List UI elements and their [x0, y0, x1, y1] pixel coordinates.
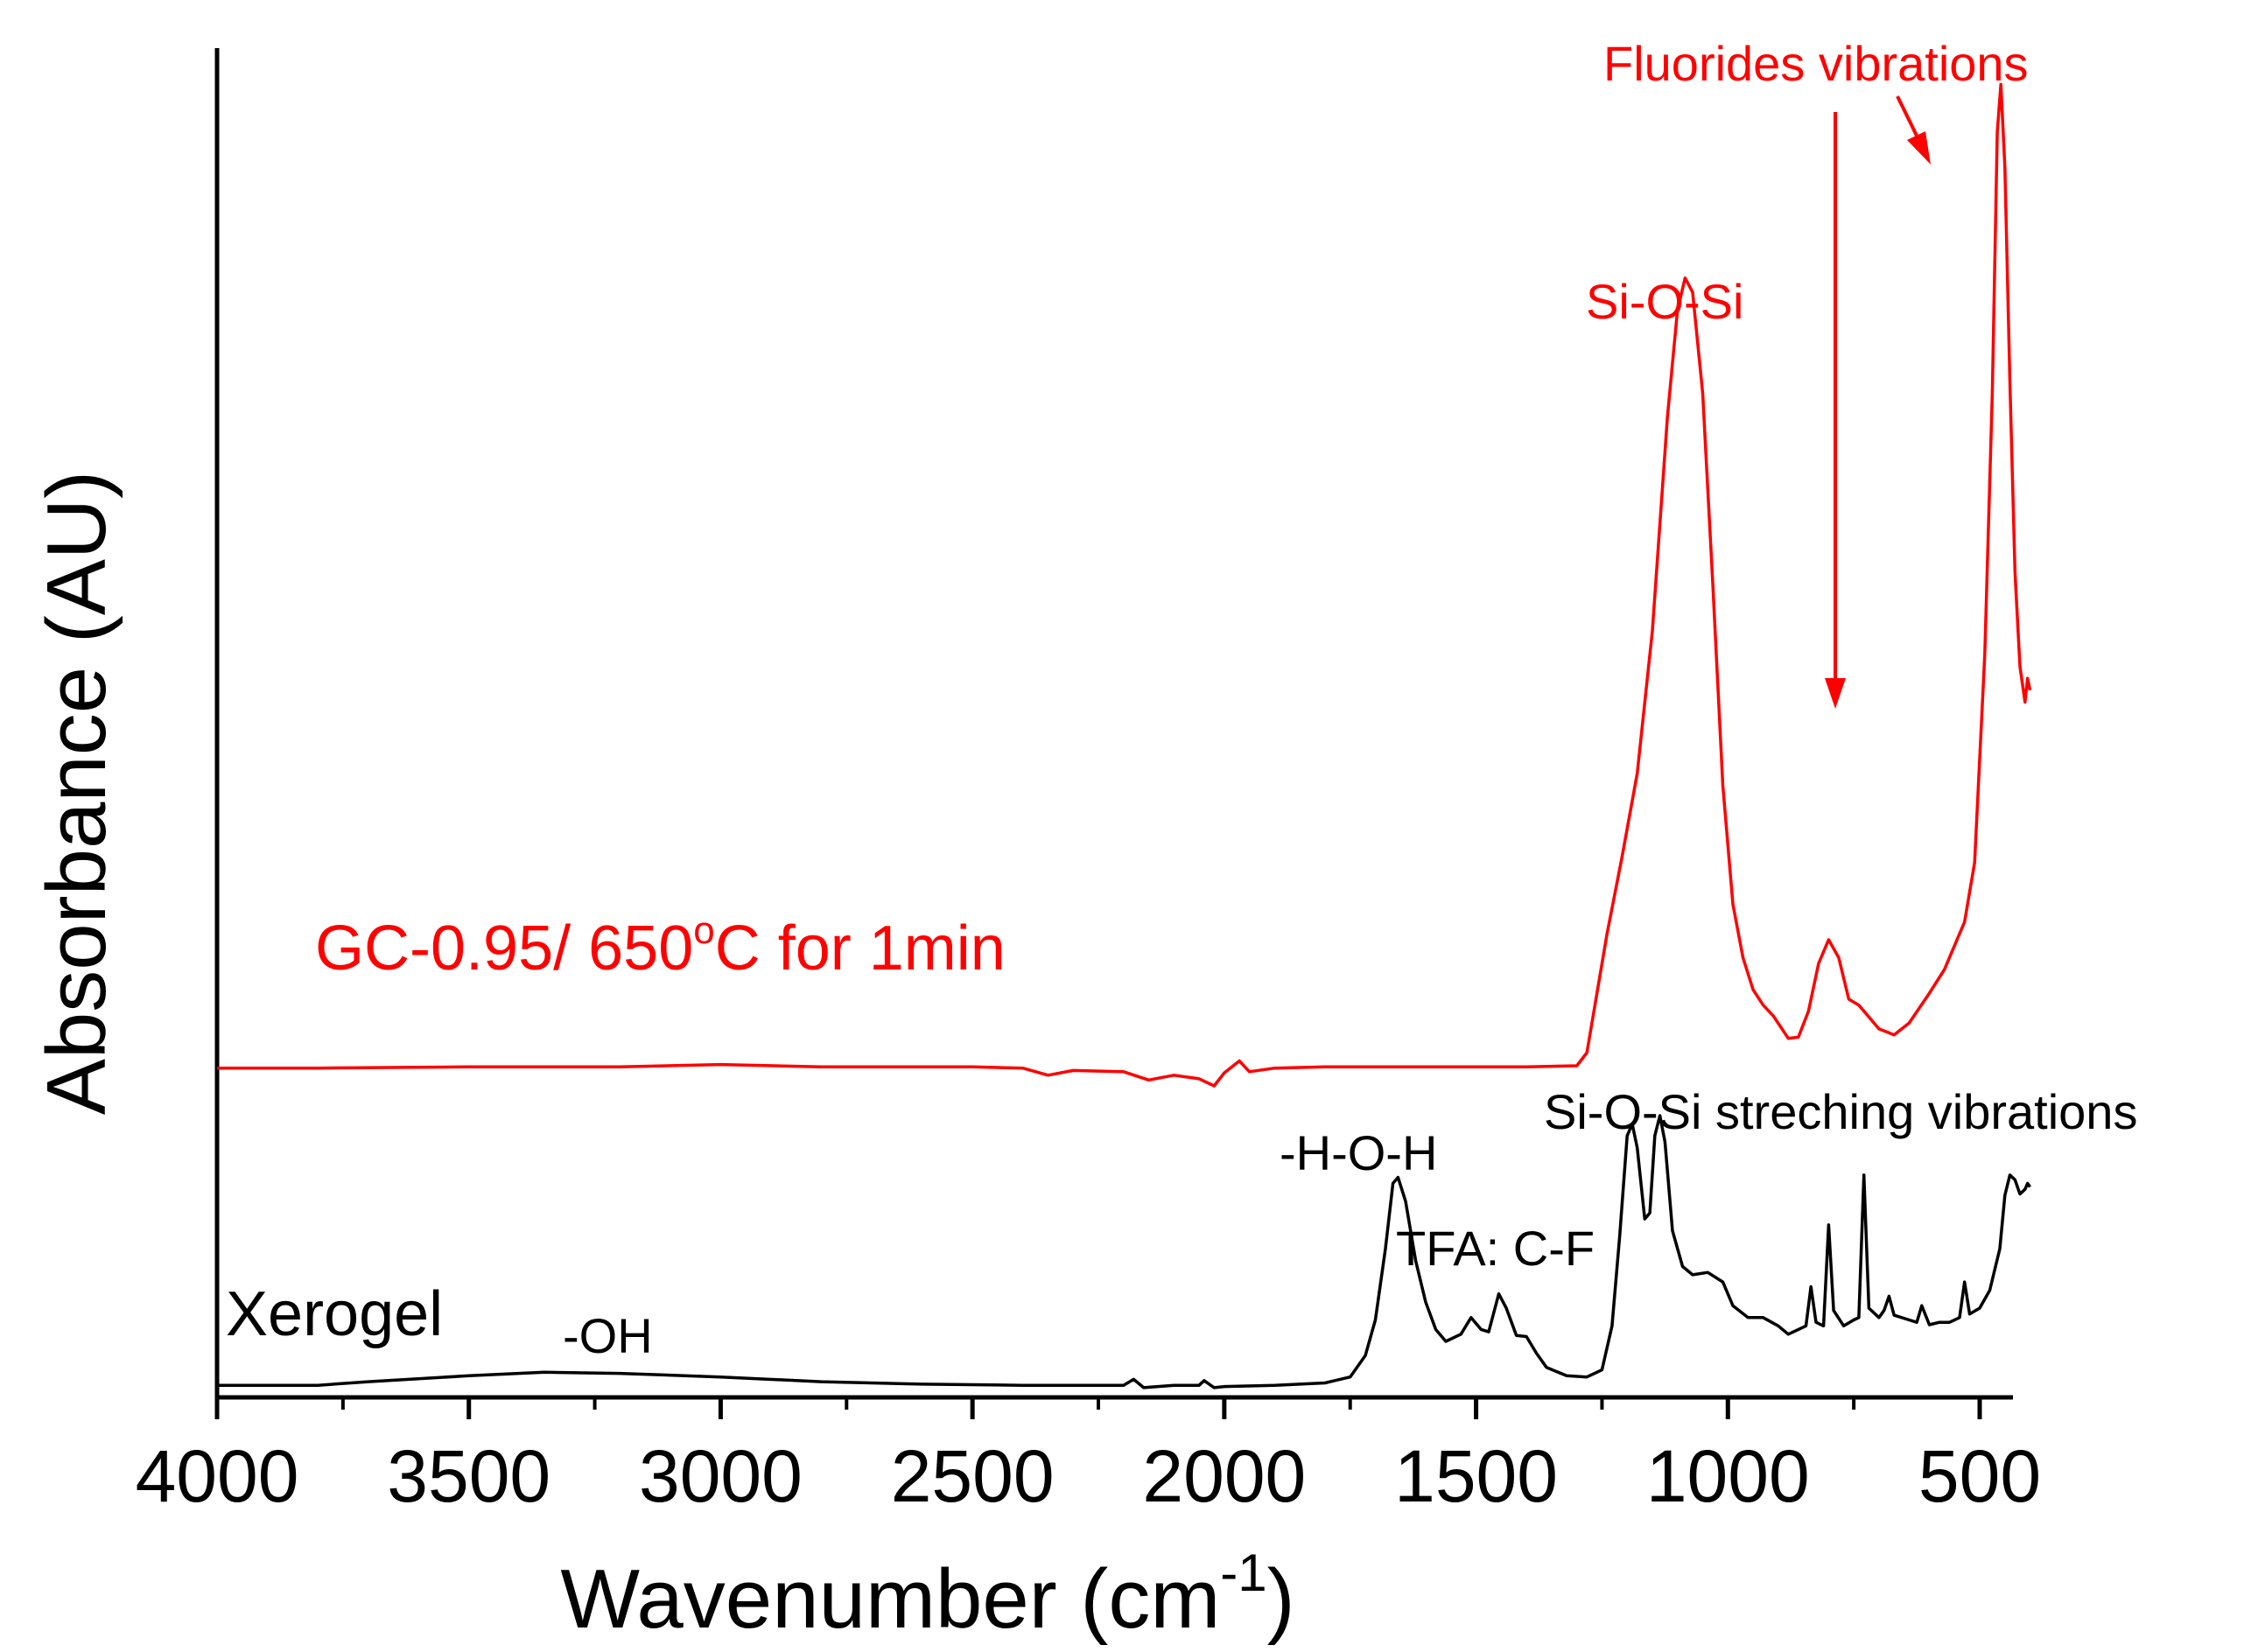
plot-area: 4000 3500 3000 2500 2000 1500 1000 500	[136, 48, 2042, 1517]
legend-gc-superscript: o	[693, 909, 714, 952]
x-tick-label: 4000	[136, 1435, 299, 1517]
x-axis-title-end: )	[1267, 1552, 1295, 1646]
annotation-oh: -OH	[563, 1308, 653, 1363]
x-axis-tick-labels: 4000 3500 3000 2500 2000 1500 1000 500	[136, 1435, 2042, 1517]
x-axis-ticks	[214, 1397, 1982, 1419]
annotation-hoh: -H-O-H	[1280, 1125, 1437, 1180]
annotation-tfa: TFA: C-F	[1396, 1221, 1595, 1276]
legend-gc-series: GC-0.95/ 650oC for 1min	[315, 909, 1006, 984]
annotation-si-o-si-stretching: Si-O-Si streching vibrations	[1544, 1084, 2137, 1139]
annotation-fluorides: Fluorides vibrations	[1603, 36, 2029, 91]
x-tick-label: 2500	[891, 1435, 1055, 1517]
legend-xerogel-series: Xerogel	[226, 1279, 443, 1349]
series-line-xerogel	[217, 1114, 2031, 1390]
x-tick-label: 2000	[1142, 1435, 1306, 1517]
legend-gc-end: C for 1min	[715, 914, 1006, 984]
fluorides-arrow-diagonal	[1896, 95, 1931, 164]
x-tick-label: 3000	[639, 1435, 803, 1517]
series-line-gc	[217, 82, 2032, 1088]
x-tick-label: 1000	[1646, 1435, 1810, 1517]
x-tick-label: 3500	[387, 1435, 550, 1517]
series-layer	[217, 82, 2032, 1390]
x-tick-label: 500	[1918, 1435, 2041, 1517]
annotation-si-o-si: Si-O-Si	[1586, 274, 1743, 329]
y-axis-title: Absorbance (AU)	[30, 471, 123, 1115]
fluorides-arrow-down	[1825, 112, 1846, 709]
x-tick-label: 1500	[1394, 1435, 1558, 1517]
x-axis-title-superscript: -1	[1220, 1544, 1266, 1602]
x-axis-title: Wavenumber (cm-1)	[560, 1544, 1294, 1646]
